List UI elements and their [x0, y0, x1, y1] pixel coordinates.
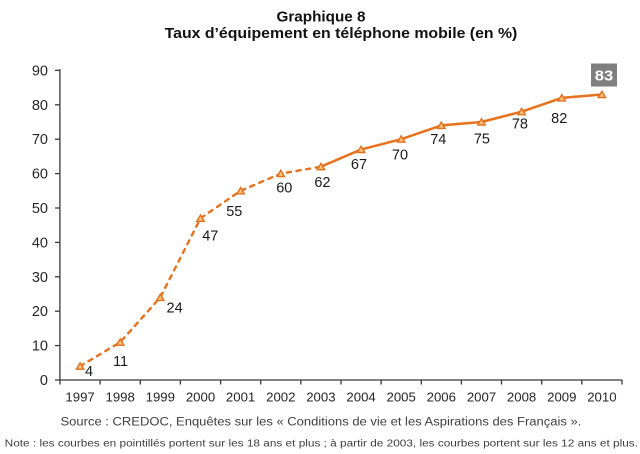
svg-text:2005: 2005	[387, 389, 416, 404]
svg-text:83: 83	[595, 67, 614, 84]
svg-text:82: 82	[551, 111, 567, 127]
svg-text:10: 10	[32, 339, 48, 355]
svg-text:78: 78	[512, 117, 528, 133]
svg-text:1997: 1997	[65, 389, 94, 404]
svg-text:Graphique 8: Graphique 8	[277, 9, 366, 25]
svg-text:2009: 2009	[547, 389, 576, 404]
svg-text:0: 0	[40, 373, 48, 389]
svg-text:30: 30	[32, 270, 48, 286]
svg-text:Source : CREDOC, Enquêtes sur: Source : CREDOC, Enquêtes sur les « Cond…	[61, 416, 582, 428]
svg-text:90: 90	[32, 63, 48, 79]
svg-text:47: 47	[202, 228, 218, 244]
svg-text:70: 70	[392, 148, 408, 164]
svg-text:62: 62	[314, 175, 330, 191]
svg-text:2001: 2001	[226, 389, 255, 404]
svg-text:75: 75	[474, 132, 490, 148]
svg-text:60: 60	[276, 181, 292, 197]
svg-text:50: 50	[32, 201, 48, 217]
svg-text:2008: 2008	[507, 389, 536, 404]
svg-text:2000: 2000	[186, 389, 215, 404]
svg-text:2006: 2006	[427, 389, 456, 404]
svg-text:40: 40	[32, 235, 48, 251]
svg-text:Taux d’équipement en téléphone: Taux d’équipement en téléphone mobile (e…	[165, 26, 518, 42]
svg-text:20: 20	[32, 304, 48, 320]
svg-text:2002: 2002	[266, 389, 295, 404]
svg-text:74: 74	[430, 132, 446, 148]
svg-text:Note : les courbes en pointill: Note : les courbes en pointillés portent…	[5, 439, 638, 450]
svg-text:1998: 1998	[106, 389, 135, 404]
svg-text:67: 67	[351, 157, 367, 173]
svg-text:55: 55	[226, 204, 242, 220]
svg-text:60: 60	[32, 167, 48, 183]
svg-text:2003: 2003	[306, 389, 335, 404]
svg-text:1999: 1999	[146, 389, 175, 404]
svg-text:80: 80	[32, 98, 48, 114]
svg-text:70: 70	[32, 132, 48, 148]
svg-text:24: 24	[167, 301, 183, 317]
svg-text:4: 4	[85, 364, 93, 380]
svg-text:2007: 2007	[467, 389, 496, 404]
svg-text:2010: 2010	[587, 389, 616, 404]
svg-text:11: 11	[113, 354, 128, 370]
svg-text:2004: 2004	[346, 389, 375, 404]
